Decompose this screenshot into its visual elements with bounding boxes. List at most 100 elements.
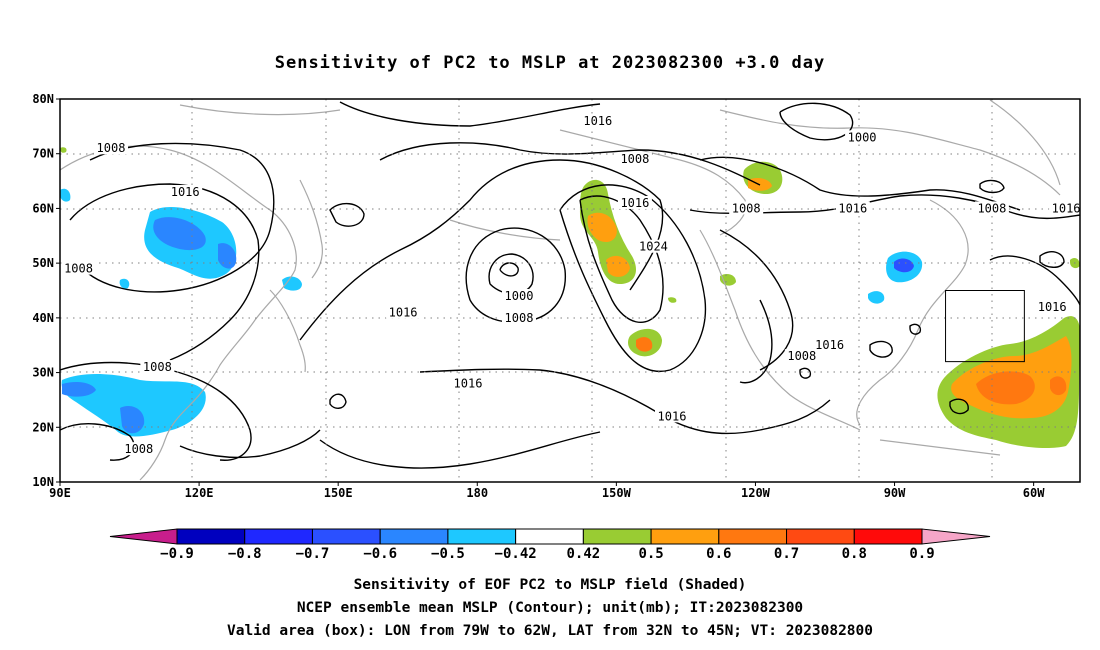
contour-1000-low-center [499, 262, 519, 277]
colorbar-label: −0.42 [495, 546, 537, 562]
colorbar-label: 0.9 [909, 546, 934, 562]
contour-label-bg [140, 360, 175, 374]
contour-small-loop-7 [799, 367, 812, 379]
contour-small-loop-1 [329, 203, 365, 227]
contour-label-bg [451, 376, 485, 390]
colorbar-label: −0.9 [160, 546, 194, 562]
lon-tick-label: 90W [884, 486, 906, 500]
shade-blue-small-1 [60, 188, 71, 202]
lon-tick-label: 150W [602, 486, 632, 500]
map-frame [59, 98, 1081, 483]
lon-tick-label: 60W [1023, 486, 1045, 500]
contour-label: 1016 [620, 196, 649, 210]
shade-blue-china-south [61, 374, 206, 437]
contour-label: 1016 [389, 305, 418, 319]
coastline-alaska [559, 129, 747, 236]
lat-tick-label: 40N [32, 311, 54, 325]
colorbar-label: 0.6 [706, 546, 731, 562]
lat-tick-label: 80N [32, 92, 54, 106]
contour-label: 1000 [505, 289, 534, 303]
coastline-siberia-north [179, 104, 341, 116]
map-background [60, 99, 1080, 482]
colorbar-label: −0.8 [228, 546, 262, 562]
contour-label: 1008 [143, 360, 172, 374]
contour-label-bg [168, 185, 203, 199]
contour-label: 1016 [583, 114, 612, 128]
contour-label: 1000 [848, 130, 877, 144]
figure-title: Sensitivity of PC2 to MSLP at 2023082300… [275, 53, 826, 73]
colorbar-swatch [447, 528, 517, 545]
contour-small-loop-8 [1039, 251, 1065, 268]
shade-darkblue-vietnam [120, 405, 145, 434]
coastline-japan [269, 289, 306, 373]
colorbar-swatch [379, 528, 449, 545]
shade-green-small-3 [60, 147, 67, 153]
contour-label-bg [502, 288, 536, 302]
contour-label-bg [784, 349, 819, 363]
contour-label-bg [502, 310, 536, 324]
contour-label-bg [835, 201, 870, 215]
colorbar-swatch [582, 528, 652, 545]
mslp-contours [60, 101, 1080, 469]
colorbar-swatch [718, 528, 788, 545]
shade-orange-gulf-alaska-2 [606, 255, 630, 277]
footer-line-2: NCEP ensemble mean MSLP (Contour); unit(… [297, 600, 803, 616]
contour-label-bg [94, 141, 128, 155]
colorbar-label: 0.42 [567, 546, 601, 562]
coastline-arctic-isles [719, 109, 1061, 196]
contour-label: 1008 [620, 152, 649, 166]
colorbar-swatch [650, 528, 720, 545]
contour-label-bg [974, 201, 1009, 215]
lat-tick-label: 30N [32, 366, 54, 380]
contour-labels: 1016 1008 1000 1008 1016 1016 1008 1016 1008 1016… [61, 113, 1080, 456]
shade-darkblue-great-lakes [894, 258, 914, 273]
contour-label: 1016 [454, 377, 483, 391]
colorbar-label: −0.5 [431, 546, 465, 562]
contour-label-bg [386, 305, 421, 319]
contour-label-bg [617, 195, 652, 209]
contour-trop-pacific [319, 431, 601, 469]
contour-label-bg [1049, 201, 1080, 215]
shade-orange-gulf-alaska-1 [587, 212, 617, 243]
contour-1016-atlantic [989, 255, 1080, 306]
contour-label: 1008 [64, 262, 93, 276]
coastline-na-east [856, 199, 969, 426]
contour-label-bg [636, 239, 671, 253]
lon-tick-label: 180 [466, 486, 488, 500]
contour-label-bg [121, 442, 156, 456]
contour-1008-south-asia-2 [60, 423, 135, 461]
colorbar-high-triangle [921, 528, 991, 545]
contour-label: 1008 [977, 201, 1006, 215]
shade-blue-ohio [868, 291, 885, 304]
contour-label-bg [812, 338, 847, 352]
contour-1016-siberia [69, 183, 260, 361]
contour-label: 1008 [97, 141, 126, 155]
colorbar-label: −0.6 [363, 546, 397, 562]
lon-tick-label: 120E [185, 486, 214, 500]
lon-tick-label: 120W [741, 486, 771, 500]
latitude-tick-labels: 80N 70N 60N 50N 40N 30N 20N 10N [32, 92, 60, 489]
contour-label: 1016 [838, 201, 867, 215]
colorbar-swatch [244, 528, 313, 545]
shade-orange-hawaii-north [636, 337, 653, 352]
coastline-kamchatka [299, 179, 323, 279]
contour-small-loop-4 [869, 340, 893, 358]
contour-se-asia-lower [179, 429, 321, 459]
contour-label: 1008 [124, 442, 153, 456]
contour-label-bg [1035, 299, 1070, 313]
contour-1016-north-arc [339, 101, 601, 127]
lon-tick-label: 90E [49, 486, 71, 500]
contour-label: 1016 [658, 409, 687, 423]
lon-tick-label: 150E [324, 486, 353, 500]
colorbar-low-triangle [109, 528, 178, 545]
map-panel: 1016 1008 1000 1008 1016 1016 1008 1016 1008 1016… [59, 98, 1081, 483]
colorbar-label: 0.5 [638, 546, 663, 562]
contour-label-bg [845, 130, 880, 144]
contour-small-loop-3 [979, 179, 1005, 194]
contour-label: 1008 [787, 349, 816, 363]
footer-line-1: Sensitivity of EOF PC2 to MSLP field (Sh… [354, 577, 747, 593]
contour-small-loop-6 [909, 323, 922, 335]
colorbar-swatch [176, 528, 246, 545]
lat-tick-label: 10N [32, 475, 54, 489]
shade-darkorange-atlantic [976, 371, 1035, 405]
